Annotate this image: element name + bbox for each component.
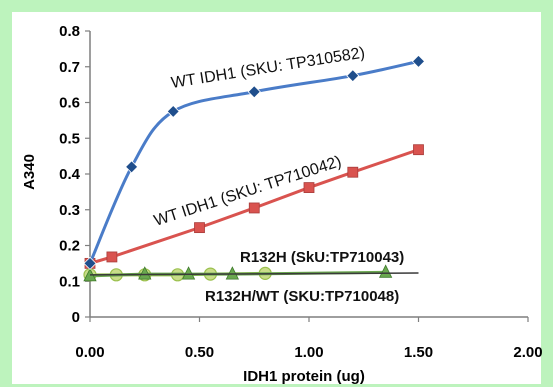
data-point [125,160,139,174]
annotation-r132h-wt: R132H/WT (SKU:TP710048) [205,288,399,305]
x-tick-label: 1.00 [294,344,323,361]
data-point [247,85,261,99]
data-point [411,54,426,68]
data-point [194,222,205,234]
x-tick-label: 0.00 [75,344,104,361]
x-tick-label: 1.50 [404,344,433,361]
data-point [303,182,315,193]
annotation-wt-tp710042: WT IDH1 (SKU: TP710042) [152,153,344,230]
x-tick-label: 2.00 [513,344,542,361]
y-tick-label: 0.3 [59,202,80,219]
series-1 [83,54,426,270]
y-tick-label: 0.2 [59,238,80,255]
y-tick-label: 0.4 [59,166,81,183]
data-point [166,104,180,119]
y-axis-title: A340 [21,154,38,190]
data-point [138,266,152,280]
data-point [379,264,393,278]
data-point [181,266,196,280]
x-tick-label: 0.50 [185,344,214,361]
plot-frame [12,12,541,384]
x-axis-title: IDH1 protein (ug) [243,368,365,385]
data-point [225,266,239,280]
data-point [346,69,360,83]
y-tick-label: 0.5 [59,130,80,147]
axes: 0 0.1 0.2 0.3 0.4 0.5 0.6 0.7 0.8 0.00 0.50 1.00 1.5… [59,23,542,361]
y-tick-label: 0.6 [59,95,80,112]
data-point [248,202,260,214]
y-tick-label: 0.7 [59,59,80,76]
series-layer [83,54,426,282]
data-point [106,251,118,263]
data-point [347,166,359,178]
annotation-wt-tp310582: WT IDH1 (SKU: TP310582) [170,45,366,92]
y-tick-label: 0.8 [59,23,80,40]
annotation-r132h: R132H (SkU:TP710043) [240,249,404,266]
overlap-trend-line [89,272,419,276]
data-point [413,144,424,156]
y-tick-label: 0 [72,309,80,326]
y-tick-label: 0.1 [59,273,80,290]
data-point [83,256,97,270]
